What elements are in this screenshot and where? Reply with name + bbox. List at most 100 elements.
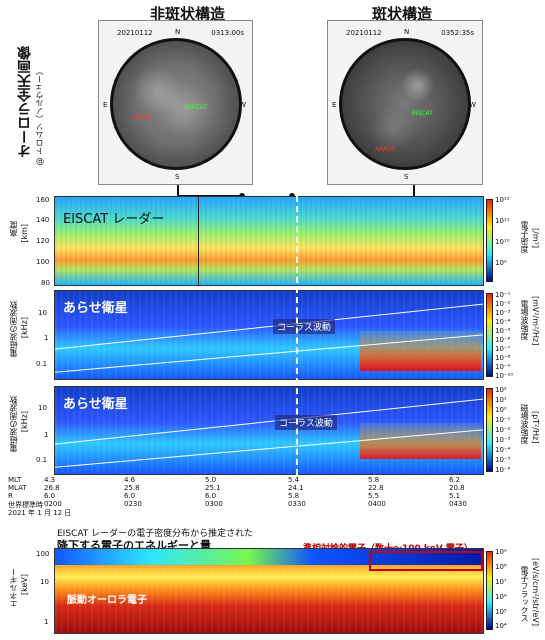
arase-electric-colorbar	[486, 293, 493, 377]
time-marker-black	[198, 196, 199, 286]
electron-blue-band	[55, 549, 483, 565]
radar-cb-2: 10¹¹	[495, 217, 510, 225]
arase-magnetic-cb-label: 磁場波強度	[520, 404, 529, 444]
electron-cb-2: 10⁸	[495, 563, 507, 571]
compass-w-left: W	[239, 101, 246, 109]
radar-yunit: [km]	[20, 224, 29, 243]
radar-cb-3: 10¹⁰	[495, 238, 510, 246]
radar-cb-label: 電子密度	[520, 221, 529, 253]
compass-s-left: S	[175, 173, 180, 181]
electron-cb-3: 10⁷	[495, 578, 507, 586]
title-patchy: 斑状構造	[372, 5, 433, 23]
radar-ylabel: 高度	[9, 221, 18, 237]
magnetic-cb-9: 10⁻⁶	[495, 466, 511, 474]
time-date: 2021 年 1 月 12 日	[8, 509, 72, 517]
eiscat-marker-right: EISCAT	[412, 110, 433, 117]
arase-electric-title: あらせ衛星	[63, 301, 128, 316]
arase-electric-ytick-0.1: 0.1	[36, 360, 48, 368]
electric-cb-2: 10⁻²	[495, 300, 511, 308]
electric-cb-9: 10⁻⁹	[495, 363, 511, 371]
arase-magnetic-ytick-10: 10	[38, 404, 47, 412]
arase-magnetic-colorbar	[486, 388, 493, 472]
radar-ytick-160: 160	[36, 196, 50, 204]
electron-ytick-100: 100	[36, 550, 50, 558]
aurora-image-right	[339, 38, 471, 170]
arase-marker-right: ARASE	[375, 146, 395, 153]
electron-cb-4: 10⁶	[495, 593, 507, 601]
aurora-location: @ トロムソ（ノルウェー）	[35, 67, 44, 166]
time-col-4: 5.8 22.8 5.5 0400	[368, 476, 386, 508]
electric-annotation: コーラス波動	[273, 319, 335, 334]
radar-cb-4: 10⁹	[495, 259, 507, 267]
electron-ytick-1: 1	[44, 618, 49, 626]
image-right-date: 20210112	[346, 29, 382, 37]
compass-s-right: S	[404, 173, 409, 181]
electric-cb-4: 10⁻⁴	[495, 318, 511, 326]
arase-magnetic-ytick-1: 1	[44, 431, 49, 439]
radar-ytick-140: 140	[36, 216, 50, 224]
time-col-2: 5.0 25.1 6.0 0300	[205, 476, 223, 508]
electric-cb-8: 10⁻⁸	[495, 354, 511, 362]
electron-header-1: EISCAT レーダーの電子密度分布から推定された	[57, 529, 254, 539]
electron-panel: 脈動オーロラ電子	[54, 548, 484, 634]
electron-cb-unit: [eV/s/cm²/str/eV]	[531, 558, 540, 626]
electric-cb-7: 10⁻⁷	[495, 345, 511, 353]
electron-yunit: [keV]	[20, 574, 29, 595]
magnetic-cb-2: 10¹	[495, 396, 507, 404]
magnetic-annotation: コーラス波動	[275, 415, 337, 430]
image-left-time: 0313:00s	[211, 29, 244, 37]
electron-cb-label: 電子フラックス	[520, 566, 529, 622]
electron-colorbar	[486, 551, 493, 630]
radar-ytick-80: 80	[41, 279, 50, 287]
chorus-region-electric	[360, 331, 481, 371]
arase-electric-panel: あらせ衛星 コーラス波動	[54, 290, 484, 380]
arase-electric-cb-unit: [mV²/m²/Hz]	[531, 296, 540, 346]
arase-magnetic-ylabel: 電磁波の周波数	[9, 396, 18, 452]
radar-cb-unit: [/m³]	[531, 228, 540, 248]
time-row-ut: 世界標準時	[8, 501, 43, 509]
compass-n-left: N	[175, 28, 181, 36]
electric-cb-10: 10⁻¹⁰	[495, 372, 514, 380]
title-non-patchy: 非斑状構造	[150, 5, 226, 23]
aurora-vertical-title: オーロラ全天画像	[17, 46, 33, 158]
time-row-mlat: MLAT	[8, 484, 27, 492]
time-row-mlt: MLT	[8, 476, 22, 484]
time-col-1: 4.6 25.8 6.0 0230	[124, 476, 142, 508]
arase-electric-ytick-10: 10	[38, 309, 47, 317]
arase-magnetic-cb-unit: [pT²/Hz]	[531, 411, 540, 444]
electron-ylabel: エネルギー	[9, 568, 18, 608]
magnetic-cb-1: 10²	[495, 386, 507, 394]
time-col-3: 5.4 24.1 5.8 0330	[288, 476, 306, 508]
eiscat-marker-left: EISCAT	[186, 104, 207, 111]
electron-cb-5: 10⁵	[495, 608, 507, 616]
electric-cb-1: 10⁻¹	[495, 291, 511, 299]
image-right-time: 0352:35s	[441, 29, 474, 37]
radar-panel: EISCAT レーダー	[54, 196, 484, 286]
aurora-image-left	[110, 38, 242, 170]
radar-cb-1: 10¹²	[495, 196, 510, 204]
electron-cb-6: 10⁴	[495, 622, 507, 630]
magnetic-cb-6: 10⁻³	[495, 436, 511, 444]
electric-cb-5: 10⁻⁵	[495, 327, 511, 335]
electric-cb-6: 10⁻⁶	[495, 336, 511, 344]
arase-electric-ytick-1: 1	[44, 334, 49, 342]
time-col-5: 6.2 20.8 5.1 0430	[449, 476, 467, 508]
time-marker-dashed	[296, 196, 298, 475]
arase-magnetic-panel: あらせ衛星 コーラス波動	[54, 386, 484, 475]
chorus-region-magnetic	[360, 423, 481, 459]
compass-w-right: W	[469, 101, 476, 109]
time-col-0: 4.3 26.8 6.0 0200	[44, 476, 62, 508]
electron-highlight-box	[369, 551, 483, 571]
compass-n-right: N	[404, 28, 410, 36]
compass-e-right: E	[332, 101, 337, 109]
image-left-date: 20210112	[117, 29, 153, 37]
electric-cb-3: 10⁻³	[495, 309, 511, 317]
magnetic-cb-7: 10⁻⁴	[495, 446, 511, 454]
arase-electric-yunit: [kHz]	[20, 317, 29, 339]
radar-ytick-100: 100	[36, 258, 50, 266]
time-row-r: R	[8, 492, 13, 500]
radar-title: EISCAT レーダー	[63, 212, 165, 227]
magnetic-cb-5: 10⁻²	[495, 426, 511, 434]
magnetic-cb-3: 10⁰	[495, 406, 507, 414]
arase-electric-ylabel: 電磁波の周波数	[9, 301, 18, 357]
